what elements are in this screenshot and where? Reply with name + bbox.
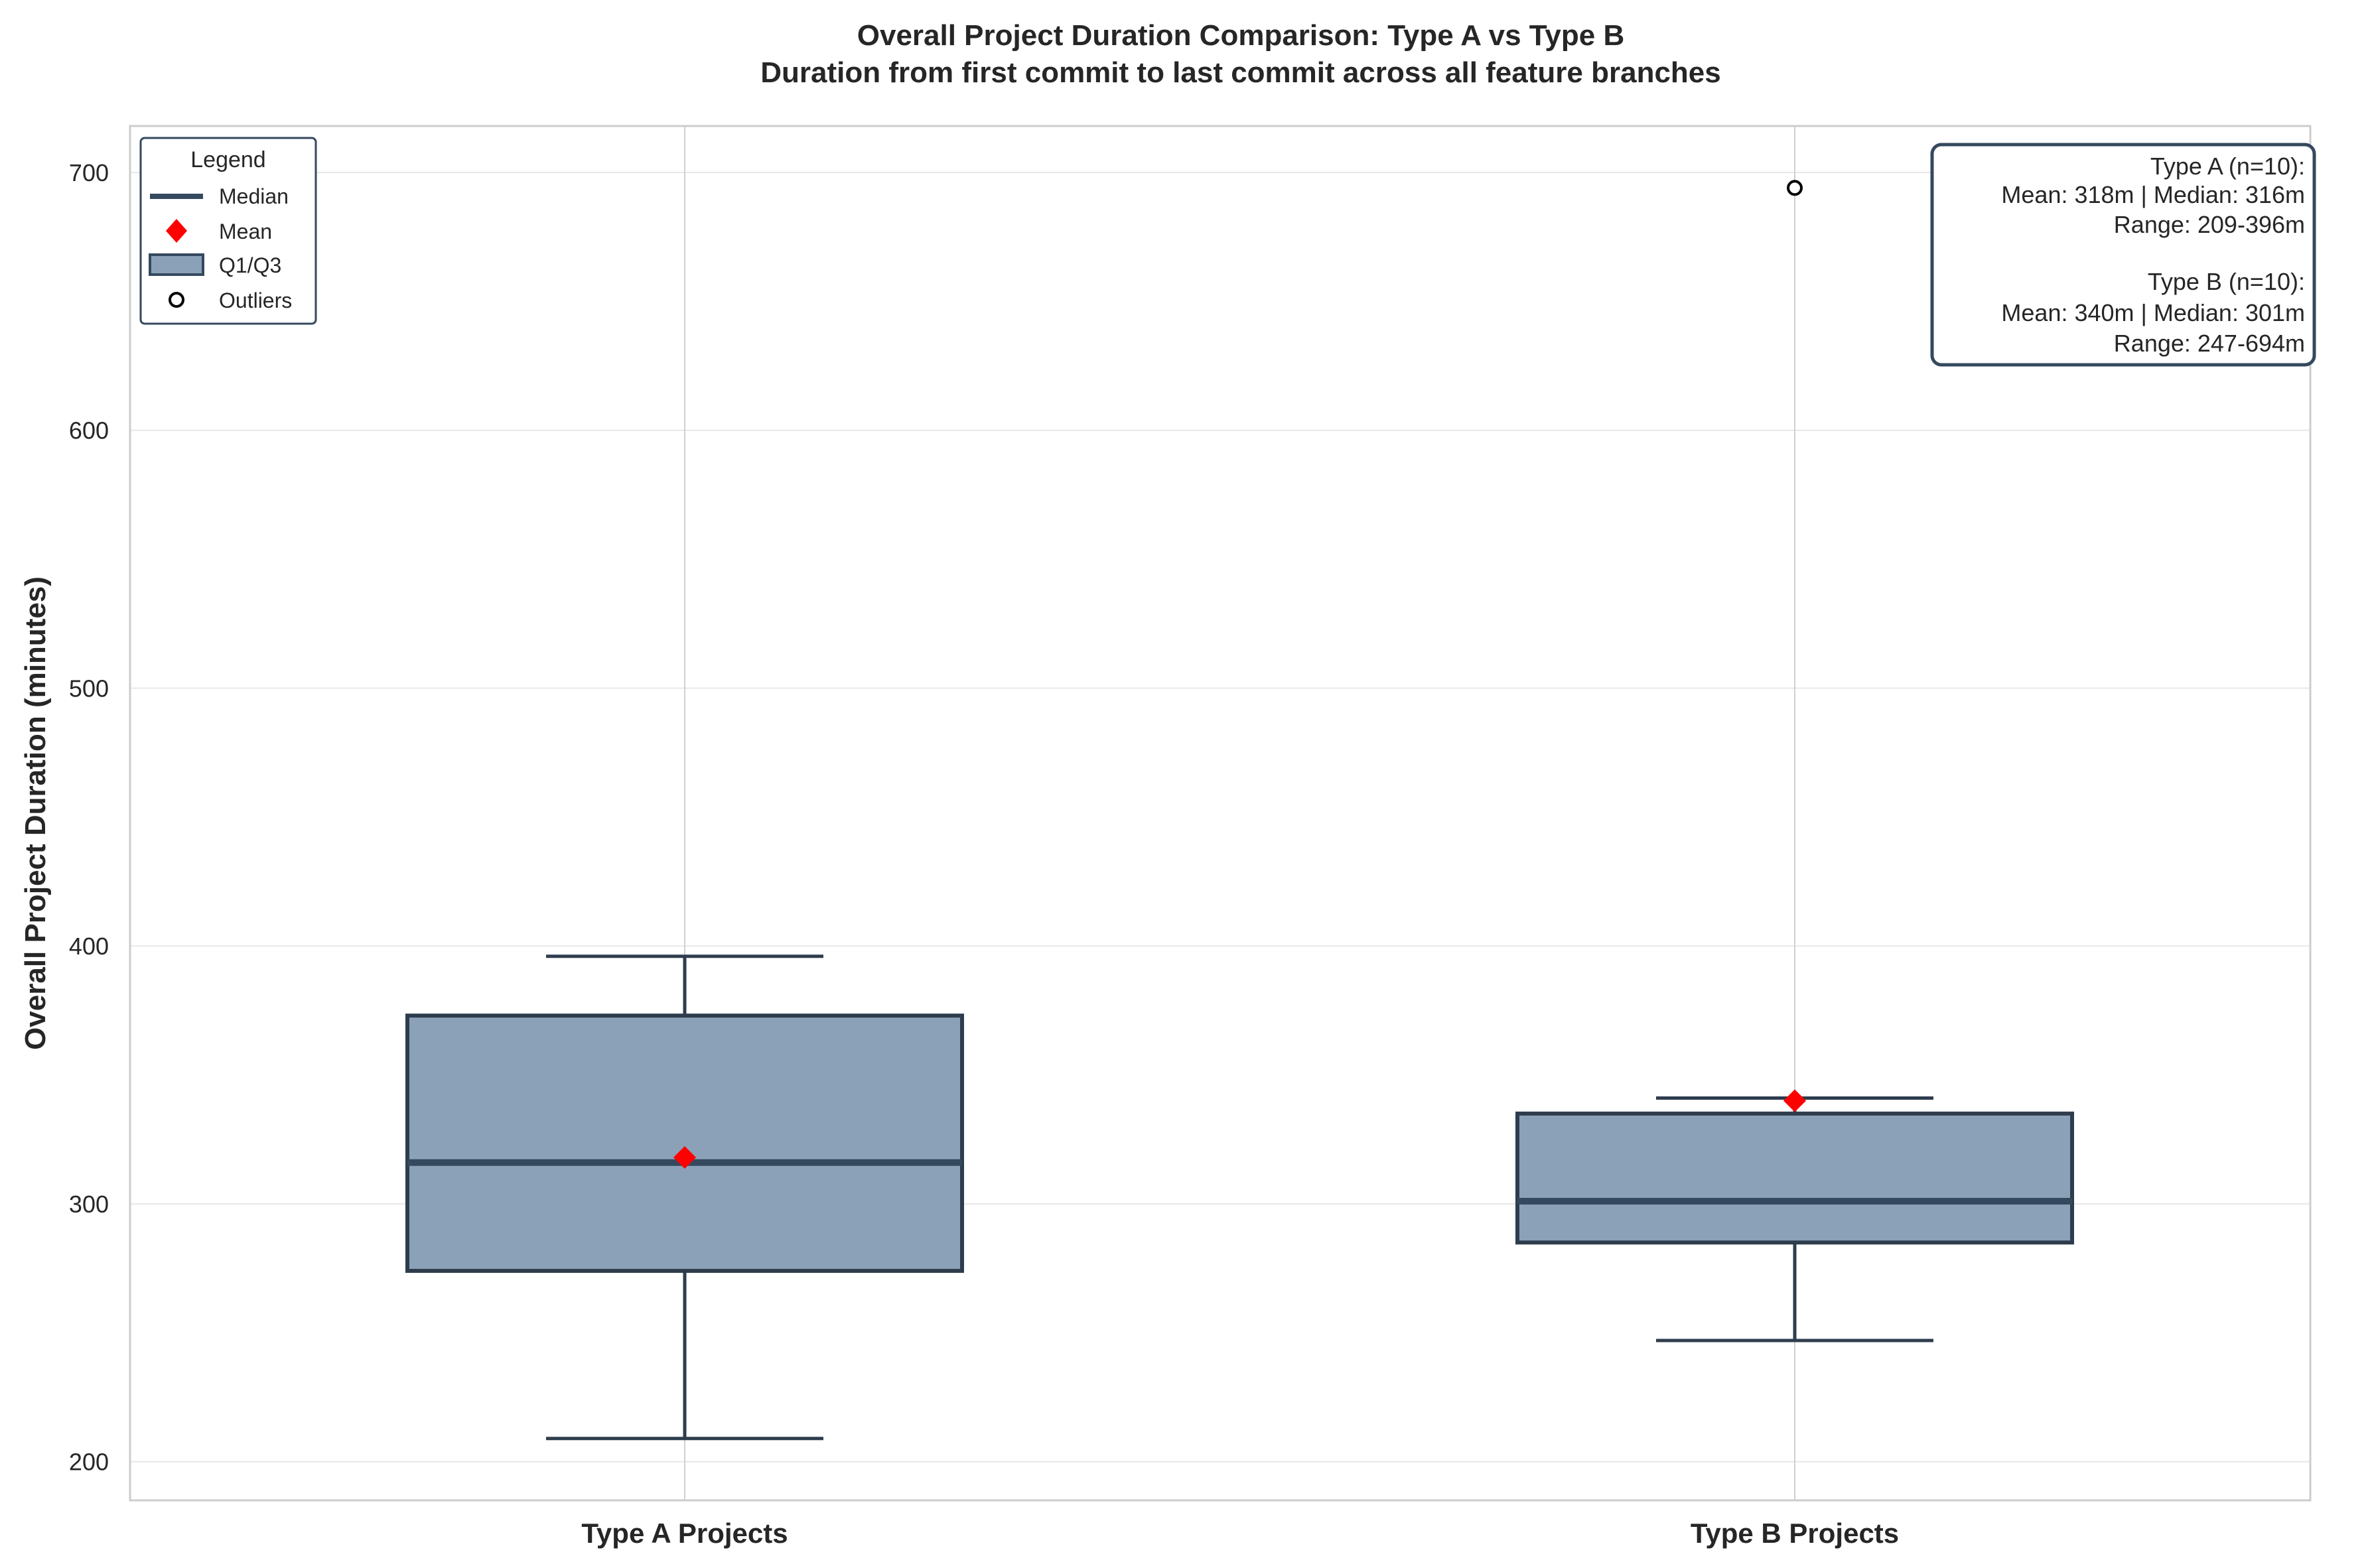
legend-title: Legend [190,147,265,172]
box-2-outlier-1 [1787,180,1803,196]
box-1-iqr-box [405,1013,964,1274]
stats-line-type-a-mean-median: Mean: 318m | Median: 316m [2001,181,2305,208]
chart-title: Overall Project Duration Comparison: Typ… [857,19,1624,52]
y-tick-label-700: 700 [69,159,109,186]
box-2-iqr-box [1515,1111,2074,1245]
box-2-mean-marker [1783,1089,1806,1112]
legend-label-outliers: Outliers [219,289,292,312]
legend-entry-median: Median [150,184,289,208]
legend-box-swatch [149,253,204,276]
legend-entry-mean: Mean [166,219,272,243]
x-axis-ticks: Type A Projects Type B Projects [581,1518,1899,1549]
box-1-mean-marker [673,1145,696,1169]
stats-line-type-a-range: Range: 209-396m [2114,211,2305,238]
y-tick-label-400: 400 [69,933,109,960]
stats-line-type-b-mean-median: Mean: 340m | Median: 301m [2001,299,2305,326]
y-axis-label: Overall Project Duration (minutes) [19,576,52,1050]
y-tick-label-200: 200 [69,1449,109,1476]
legend-label-median: Median [219,184,289,208]
legend-label-mean: Mean [219,220,272,243]
legend-mean-diamond-icon [166,219,187,243]
legend-frame [139,137,317,325]
stats-box: Type A (n=10): Mean: 318m | Median: 316m… [1930,143,2316,367]
x-tick-label-1: Type A Projects [581,1518,788,1549]
x-tick-label-2: Type B Projects [1691,1518,1899,1549]
boxes [405,180,2074,1441]
chart-subtitle: Duration from first commit to last commi… [760,56,1720,89]
y-tick-label-600: 600 [69,417,109,444]
y-tick-label-300: 300 [69,1191,109,1218]
stats-line-type-a-header: Type A (n=10): [2150,153,2305,180]
legend-entry-q1q3: Q1/Q3 [149,253,281,277]
legend: Legend Median Mean Q1/Q3 Outliers [139,137,317,325]
legend-outlier-circle-icon [169,292,184,308]
stats-line-type-b-range: Range: 247-694m [2114,330,2305,357]
plot-frame [129,125,2312,1502]
legend-entry-outliers: Outliers [169,289,292,312]
y-tick-label-500: 500 [69,675,109,702]
y-axis-ticks: 200 300 400 500 600 700 [69,159,109,1476]
stats-box-frame [1930,143,2316,367]
legend-label-q1q3: Q1/Q3 [219,253,281,277]
stats-line-type-b-header: Type B (n=10): [2148,268,2305,295]
